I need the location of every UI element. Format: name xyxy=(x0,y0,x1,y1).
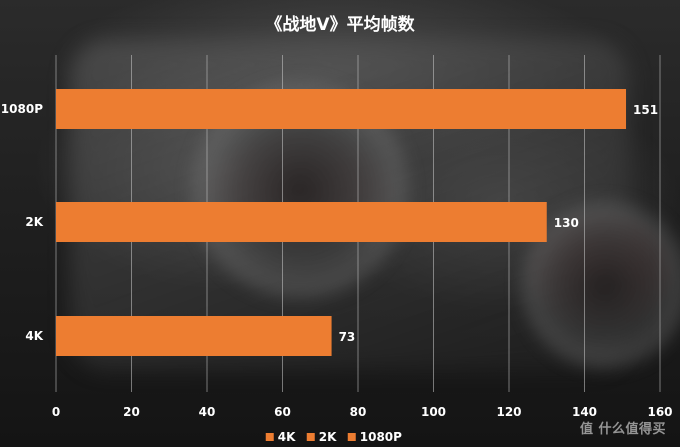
x-tick-label-140: 140 xyxy=(572,405,597,419)
bar-series xyxy=(56,89,627,356)
x-tick-label-120: 120 xyxy=(496,405,521,419)
legend-label-1080p: 1080P xyxy=(360,430,402,444)
x-tick-label-0: 0 xyxy=(52,405,60,419)
legend: 4K 2K 1080P xyxy=(265,430,402,444)
category-label-1080p: 1080P xyxy=(1,102,43,116)
legend-swatch-2k xyxy=(306,433,315,441)
legend-swatch-4k xyxy=(265,433,274,441)
legend-label-2k: 2K xyxy=(319,430,337,444)
bar-1080p xyxy=(56,89,627,129)
value-label-4k: 73 xyxy=(339,330,356,344)
category-label-4k: 4K xyxy=(25,329,43,343)
chart-title: 《战地V》平均帧数 xyxy=(265,14,415,35)
value-label-1080p: 151 xyxy=(633,103,658,117)
legend-swatch-1080p xyxy=(347,433,356,441)
x-tick-label-20: 20 xyxy=(123,405,140,419)
x-tick-label-100: 100 xyxy=(421,405,446,419)
x-tick-label-160: 160 xyxy=(647,405,672,419)
x-tick-label-80: 80 xyxy=(350,405,367,419)
x-tick-label-60: 60 xyxy=(274,405,291,419)
bar-2k xyxy=(56,202,547,242)
bar-4k xyxy=(56,316,332,356)
x-tick-label-40: 40 xyxy=(199,405,216,419)
category-label-2k: 2K xyxy=(25,215,43,229)
watermark: 值 什么值得买 xyxy=(579,422,666,437)
labels: 0 20 40 60 80 100 120 140 160 1080P 151 2K 130 4K 73 xyxy=(1,102,673,419)
legend-label-4k: 4K xyxy=(278,430,296,444)
value-label-2k: 130 xyxy=(554,216,579,230)
